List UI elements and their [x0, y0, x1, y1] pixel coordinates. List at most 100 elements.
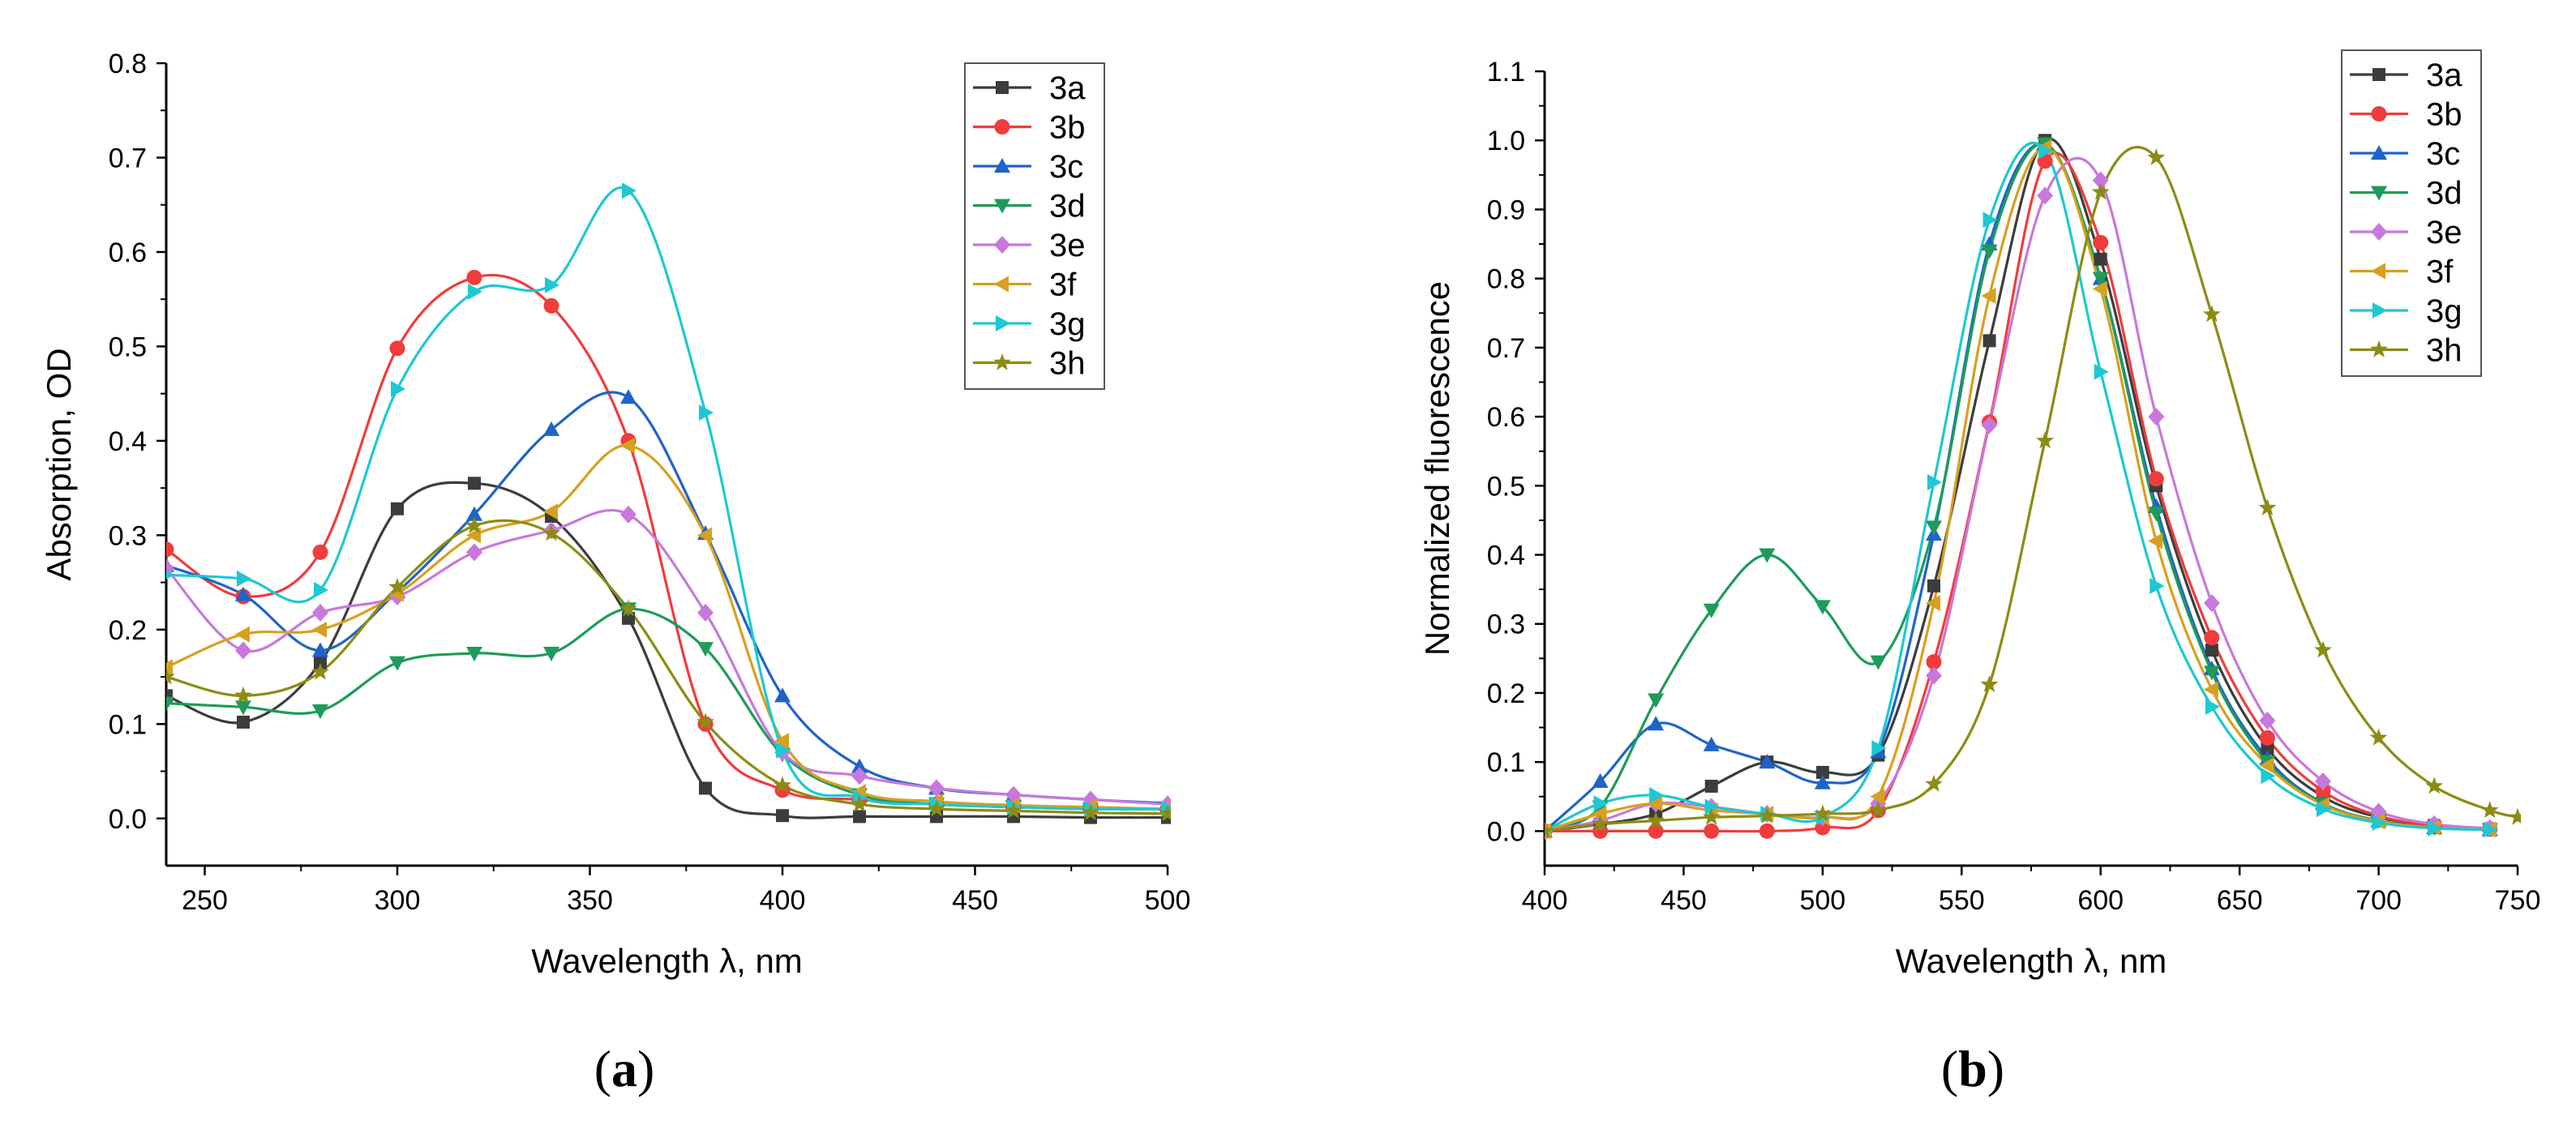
x-tick-label: 750	[2495, 885, 2541, 916]
legend-marker-3d	[994, 199, 1010, 214]
x-tick-label: 450	[1661, 885, 1707, 916]
data-point-3h	[2314, 640, 2332, 658]
data-point-3c	[1703, 736, 1720, 751]
data-point-3e	[2203, 594, 2220, 613]
data-point-3f	[620, 437, 635, 454]
data-point-3h	[2091, 182, 2110, 200]
data-point-3h	[1702, 807, 1721, 825]
panel-a-chart: 0.0 0.1 0.2 0.3 0.4 0.5 0.6 0.7 0.8 250 300 350 400 4…	[40, 49, 1190, 980]
data-point-3h	[1545, 821, 1554, 839]
y-tick-label: 0.7	[1487, 333, 1525, 364]
data-point-3e	[2092, 171, 2109, 190]
x-tick-label: 300	[375, 885, 421, 916]
data-point-3h	[2425, 776, 2444, 794]
data-point-3a	[2205, 644, 2218, 657]
legend-label-3h: 3h	[1049, 346, 1086, 382]
legend-label-3c: 3c	[1049, 149, 1083, 185]
panel-b-chart: 0.0 0.1 0.2 0.3 0.4 0.5 0.6 0.7 0.8 0.9 1.0 1.1 400 4…	[1418, 49, 2541, 980]
data-point-3b	[2148, 471, 2164, 487]
data-point-3h	[542, 524, 560, 541]
data-point-3g	[622, 182, 636, 199]
data-point-3g	[2428, 819, 2443, 836]
legend-box	[2341, 49, 2482, 377]
x-tick-label: 550	[1939, 885, 1985, 916]
data-point-3d	[697, 642, 714, 657]
y-tick-label: 1.0	[1487, 126, 1525, 156]
x-tick-label: 450	[952, 885, 998, 916]
data-point-3d	[2092, 272, 2109, 287]
data-point-3h	[2036, 431, 2055, 449]
series-line-3c	[1545, 142, 2490, 832]
series-line-3c	[166, 391, 1168, 805]
data-point-3f	[2203, 681, 2218, 698]
legend-marker-3b	[2371, 106, 2387, 122]
legend-label-3b: 3b	[2426, 97, 2462, 133]
y-tick-label: 0.8	[109, 49, 147, 79]
data-point-3g	[1593, 795, 1609, 812]
data-point-3a	[237, 715, 250, 729]
data-point-3a	[1927, 579, 1940, 592]
legend-label-3e: 3e	[2426, 215, 2462, 250]
legend-marker-3c	[994, 158, 1010, 173]
data-point-3h	[774, 776, 791, 793]
y-tick-label: 0.6	[109, 237, 147, 268]
legend-marker-3h	[993, 353, 1011, 370]
data-point-3f	[1592, 806, 1607, 823]
data-point-3b	[312, 544, 328, 560]
y-axis-title: Normalized fluorescence	[1418, 281, 1456, 656]
data-point-3f	[697, 527, 712, 544]
data-point-3d	[543, 646, 559, 661]
legend-marker-3f	[2371, 263, 2385, 280]
data-point-3b	[2093, 234, 2109, 250]
x-tick-label: 700	[2355, 885, 2402, 916]
data-point-3d	[1759, 548, 1776, 563]
data-point-3e	[851, 767, 868, 785]
data-point-3h	[2202, 305, 2221, 323]
series-line-3h	[1545, 145, 2518, 832]
y-tick-label: 0.0	[1487, 816, 1525, 847]
data-point-3d	[1870, 655, 1887, 670]
y-tick-label: 0.6	[1487, 402, 1525, 433]
plot-area	[1545, 134, 2521, 841]
data-point-3f	[312, 621, 327, 638]
data-point-3h	[2147, 148, 2166, 165]
data-point-3h	[1758, 806, 1777, 823]
data-point-3b	[2259, 729, 2275, 746]
data-point-3e	[928, 779, 945, 798]
x-tick-label: 600	[2077, 885, 2124, 916]
y-tick-label: 0.9	[1487, 195, 1525, 225]
data-point-3b	[166, 541, 174, 558]
data-point-3f	[235, 626, 250, 643]
data-point-3h	[2369, 728, 2388, 746]
y-tick-label: 0.7	[109, 143, 147, 173]
legend-label-3f: 3f	[1049, 267, 1077, 303]
plot-area	[166, 182, 1171, 824]
y-axis-title: Absorption, OD	[40, 348, 78, 580]
data-point-3d	[389, 656, 405, 671]
panel-a-letter: a	[611, 1040, 637, 1097]
x-tick-label: 650	[2217, 885, 2263, 916]
data-point-3a	[1704, 780, 1718, 793]
data-point-3c	[235, 586, 251, 601]
data-point-3h	[851, 794, 868, 812]
data-point-3e	[1981, 416, 1998, 434]
data-point-3b	[543, 297, 559, 314]
legend-marker-3e	[2371, 223, 2387, 241]
data-point-3a	[2261, 742, 2274, 755]
data-point-3a	[468, 477, 481, 490]
data-point-3e	[2315, 772, 2331, 791]
legend-marker-3g	[996, 315, 1010, 332]
data-point-3e	[2259, 712, 2276, 730]
data-point-3g	[1704, 798, 1720, 815]
data-point-3d	[1926, 520, 1942, 536]
legend-box	[964, 62, 1105, 390]
legend-marker-3g	[2372, 302, 2387, 319]
data-point-3f	[2092, 280, 2107, 297]
data-point-3h	[928, 799, 945, 817]
data-point-3a	[391, 502, 404, 515]
data-point-3f	[1981, 287, 1996, 304]
data-point-3d	[1703, 603, 1720, 618]
panel-a-label: (a)	[594, 1040, 655, 1097]
data-point-3a	[853, 810, 866, 823]
x-tick-label: 250	[182, 885, 228, 916]
